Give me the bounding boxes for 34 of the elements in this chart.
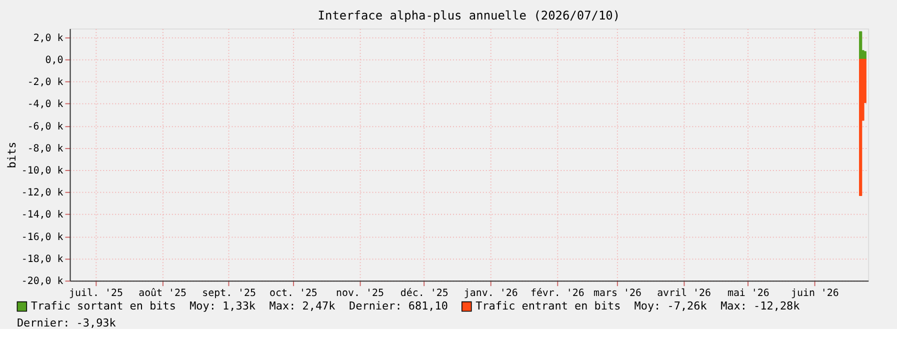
text: Moy: 1,33k bbox=[190, 300, 256, 313]
x-tick-label: mai '26 bbox=[727, 288, 770, 300]
text: Moy: -7,26k bbox=[634, 300, 708, 313]
x-tick-label: juil. '25 bbox=[69, 288, 123, 300]
x-tick-label: févr. '26 bbox=[530, 288, 584, 300]
x-tick-label: oct. '25 bbox=[269, 288, 318, 300]
x-tick-label: nov. '25 bbox=[336, 288, 384, 300]
chart-title: Interface alpha-plus annuelle (2026/07/10) bbox=[318, 8, 620, 22]
y-tick-label: -6,0 k bbox=[27, 121, 64, 132]
legend-label: Trafic entrant en bits bbox=[476, 300, 621, 313]
x-tick-label: déc. '25 bbox=[400, 288, 448, 300]
x-tick-label: juin '26 bbox=[790, 288, 839, 300]
y-tick-label: 2,0 k bbox=[33, 32, 64, 44]
y-tick-label: -8,0 k bbox=[27, 143, 64, 154]
text: Max: 2,47k bbox=[269, 300, 336, 313]
text: Dernier: -3,93k bbox=[16, 316, 116, 330]
y-axis-title: bits bbox=[5, 142, 18, 168]
y-tick-label: -20,0 k bbox=[21, 276, 64, 288]
x-tick-label: janv. '26 bbox=[464, 288, 518, 300]
legend-label: Trafic sortant en bits bbox=[30, 300, 176, 313]
y-tick-label: -16,0 k bbox=[21, 232, 64, 243]
y-tick-label: -2,0 k bbox=[27, 77, 64, 88]
y-tick-label: 0,0 bbox=[45, 54, 64, 66]
y-tick-label: -14,0 k bbox=[21, 210, 64, 221]
y-tick-label: -4,0 k bbox=[27, 99, 64, 110]
y-tick-label: -10,0 k bbox=[21, 166, 64, 177]
y-tick-label: -18,0 k bbox=[21, 254, 64, 265]
text: Dernier: 681,10 bbox=[349, 300, 448, 313]
x-tick-label: sept. '25 bbox=[202, 288, 256, 300]
x-tick-label: août '25 bbox=[138, 288, 187, 300]
x-tick-label: avril '26 bbox=[657, 288, 712, 300]
y-tick-label: -12,0 k bbox=[21, 188, 64, 199]
text: Max: -12,28k bbox=[720, 300, 800, 313]
x-tick-label: mars '26 bbox=[594, 288, 642, 300]
